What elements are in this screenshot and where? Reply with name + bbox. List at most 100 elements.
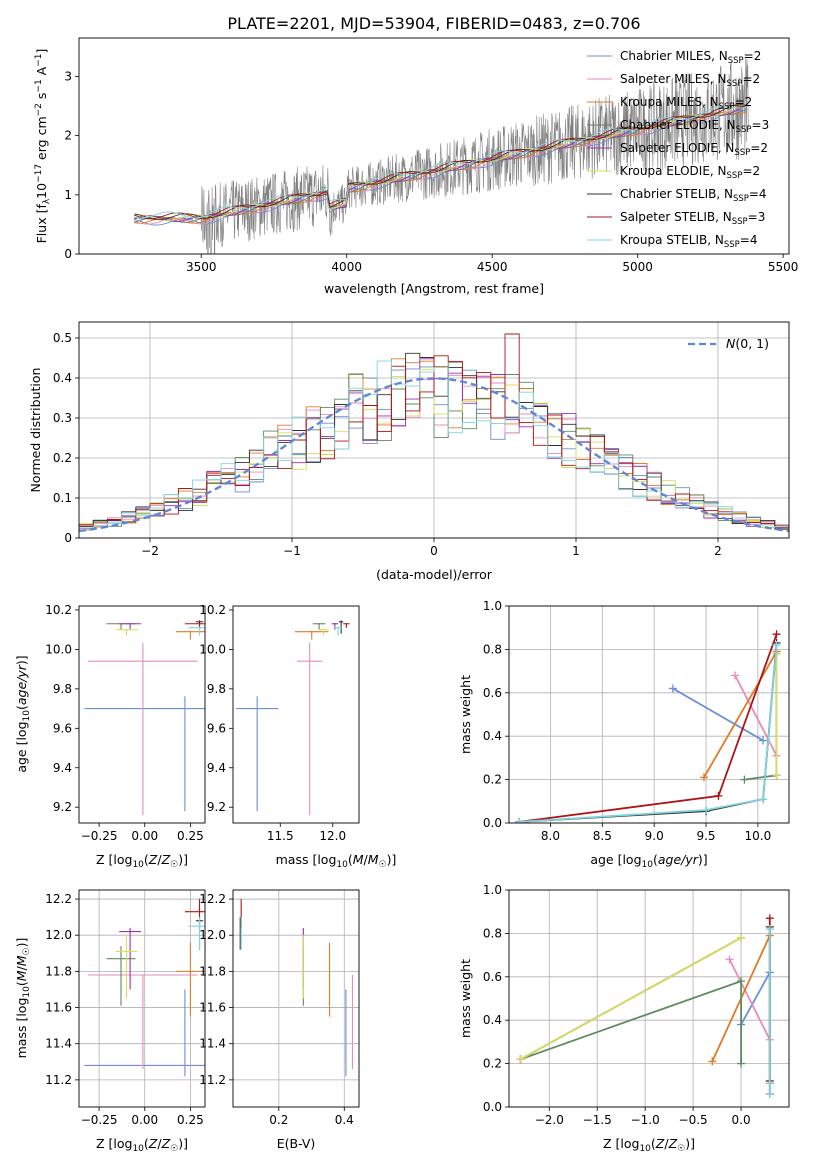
legend-entry: Chabrier ELODIE, NSSP=3 (620, 118, 769, 135)
label-part: Z (161, 1136, 171, 1151)
x-axis-label: E(B-V) (277, 1136, 316, 1151)
y-tick-label: 3 (64, 69, 72, 83)
legend-nssp: =3 (748, 210, 766, 224)
legend-sub: SSP (727, 171, 743, 181)
label-part: )] (178, 852, 188, 867)
residual-hist-panel: −2 −1 0 1 2 0 0.1 0.2 0.3 0.4 0.5 (data-model)/erro… (28, 321, 790, 582)
errorbars (84, 899, 205, 1077)
errorbar-chabrier-miles (84, 989, 205, 1077)
errorbar-chabrier-miles (236, 696, 279, 812)
x-tick-label: 1 (572, 544, 580, 558)
weight-point (759, 795, 768, 804)
histogram-salpeter-stelib (79, 333, 789, 529)
y-tick-label: 0.1 (53, 491, 72, 505)
label-part: M (14, 955, 29, 966)
weight-point (772, 630, 781, 639)
errorbar-salpeter-elodie (331, 623, 338, 630)
label-part: M (353, 852, 364, 867)
label-part: / (157, 852, 162, 867)
label-part: s (34, 93, 49, 104)
weight-point (737, 1059, 746, 1068)
label-part: erg cm (34, 116, 49, 164)
label-part: ( (653, 852, 658, 867)
y-tick-label: 11.6 (45, 1001, 72, 1015)
errorbar-kroupa-miles (175, 942, 205, 1017)
legend-sub: SSP (736, 125, 752, 135)
weight-point (765, 1089, 774, 1098)
label-part: )] (685, 1136, 695, 1151)
label-part: age/yr (658, 852, 699, 867)
x-axis-label: Z [log10(Z/Z☉)] (96, 852, 188, 870)
legend-entry: Chabrier MILES, NSSP=2 (620, 49, 761, 66)
label-part: age [log (590, 852, 641, 867)
label-part: )] (14, 655, 29, 665)
y-axis-label: mass [log10(M/M☉)] (14, 938, 32, 1059)
x-tick-label: −0.25 (81, 829, 118, 843)
errorbar-salpeter-miles (88, 974, 198, 1070)
legend-entry: Salpeter MILES, NSSP=2 (620, 72, 760, 89)
label-part: ( (348, 852, 353, 867)
x-tick-label: 0 (430, 544, 438, 558)
spectrum-panel: 3500 4000 4500 5000 5500 0 1 2 3 wavelength [Angs… (34, 37, 799, 296)
x-tick-label: −1 (283, 544, 301, 558)
weight-line (740, 972, 771, 1025)
spectrum-legend: Chabrier MILES, NSSP=2 Salpeter MILES, NS… (587, 49, 769, 250)
weight-point (516, 1055, 525, 1064)
spectrum-lines (134, 57, 749, 254)
errorbar-kroupa-elodie (115, 935, 138, 999)
weight-series-kroupa-stelib (765, 925, 774, 1098)
legend-entry: Kroupa ELODIE, NSSP=2 (620, 164, 760, 181)
x-tick-label: 0.4 (335, 1113, 354, 1127)
y-tick-label: 0.4 (53, 371, 72, 385)
legend-name: Salpeter STELIB, N (620, 210, 732, 224)
errorbars (239, 899, 354, 1077)
errorbar-salpeter-elodie (119, 623, 142, 630)
y-tick-label: 10.2 (199, 603, 226, 617)
label-part: −17 (34, 164, 44, 183)
x-axis-label: (data-model)/error (376, 567, 493, 582)
weight-series-salpeter-miles (725, 955, 774, 1044)
errorbars (84, 620, 205, 816)
weight-point (772, 641, 781, 650)
y-tick-label: 9.4 (53, 761, 72, 775)
label-part: ☉ (677, 1144, 685, 1154)
x-tick-label: 12.0 (319, 829, 346, 843)
weight-point (668, 684, 677, 693)
y-tick-label: 11.6 (199, 1001, 226, 1015)
legend-entry: Salpeter STELIB, NSSP=3 (620, 210, 765, 227)
y-tick-label: 12.0 (199, 928, 226, 942)
weight-point (702, 805, 711, 814)
weight-series-chabrier-elodie (516, 977, 746, 1068)
label-part: )] (178, 1136, 188, 1151)
legend-entry: Kroupa MILES, NSSP=2 (620, 95, 752, 112)
x-tick-label: −1.0 (631, 1113, 660, 1127)
weight-series-kroupa-elodie (516, 933, 746, 1064)
y-tick-label: 11.4 (45, 1037, 72, 1051)
label-part: ☉ (22, 947, 32, 955)
x-tick-label: 3500 (186, 260, 217, 274)
errorbar-kroupa-elodie (318, 628, 329, 636)
legend-sub: SSP (734, 148, 750, 158)
weight-point (740, 775, 749, 784)
label-part: M (14, 970, 29, 981)
weight-point (714, 791, 723, 800)
label-part: ☉ (379, 860, 387, 870)
label-part: 10 (642, 860, 654, 870)
label-part: ( (14, 981, 29, 986)
y-tick-label: 11.2 (199, 1073, 226, 1087)
x-tick-label: −2.0 (535, 1113, 564, 1127)
label-part: Z (668, 1136, 678, 1151)
errorbar-chabrier-elodie (312, 623, 326, 630)
label-part: 10 (639, 1144, 651, 1154)
label-part: ( (144, 1136, 149, 1151)
y-tick-label: 9.2 (207, 800, 226, 814)
x-axis-label: wavelength [Angstrom, rest frame] (324, 281, 544, 296)
weight-series-chabrier-elodie (740, 771, 781, 784)
y-tick-label: 0.8 (483, 642, 502, 656)
legend-name: Kroupa MILES, N (620, 95, 719, 109)
errorbar-salpeter-miles (88, 642, 198, 816)
x-tick-label: 4000 (331, 260, 362, 274)
x-tick-label: 5500 (768, 260, 799, 274)
legend-nssp: =2 (742, 164, 760, 178)
y-tick-label: 0.4 (483, 729, 502, 743)
